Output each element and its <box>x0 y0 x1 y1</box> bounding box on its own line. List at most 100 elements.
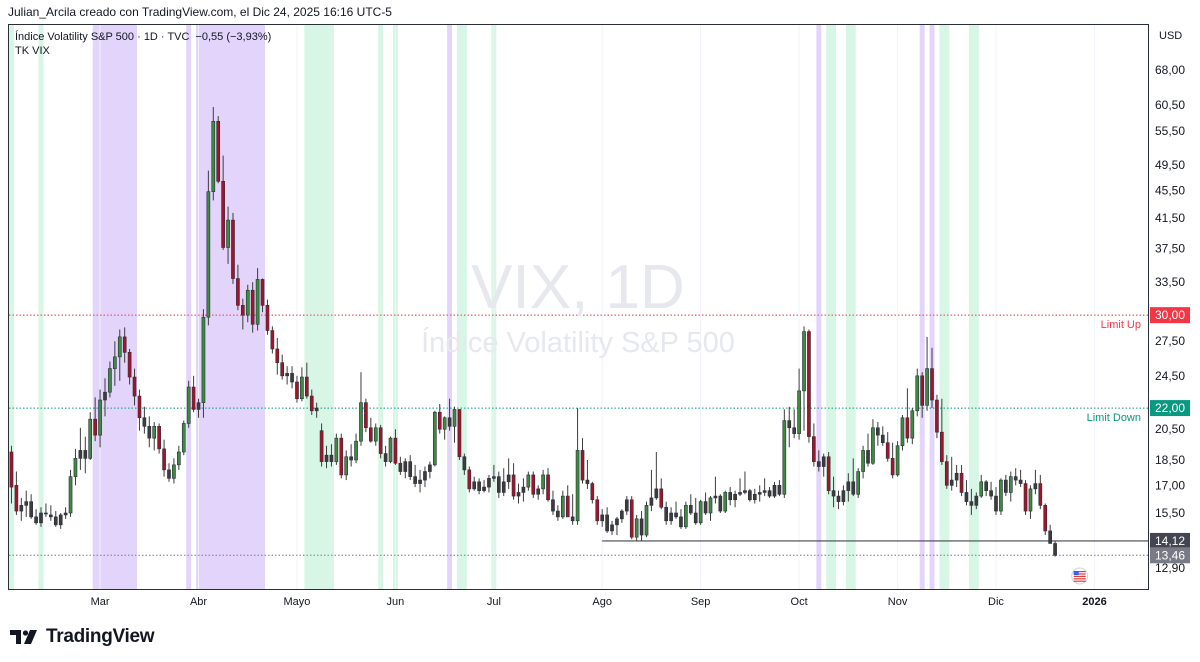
purple-band <box>186 25 192 589</box>
tradingview-brand[interactable]: TradingView <box>10 626 155 648</box>
candle-body <box>127 352 132 378</box>
candle <box>831 476 836 508</box>
candle-body <box>1028 488 1033 512</box>
candle <box>629 496 634 540</box>
currency-label[interactable]: USD <box>1159 30 1183 42</box>
candle-body <box>364 402 368 429</box>
candle <box>654 451 659 500</box>
candle-body <box>511 474 516 497</box>
candle <box>733 490 737 508</box>
candle <box>285 366 289 385</box>
candle-body <box>757 492 762 495</box>
candle <box>354 433 358 464</box>
candle <box>216 116 221 184</box>
candle <box>359 372 363 446</box>
candle <box>856 468 860 498</box>
candle <box>501 468 506 497</box>
y-tick-label: 17,00 <box>1155 478 1185 492</box>
candle-body <box>871 427 875 464</box>
candle-body <box>250 289 255 325</box>
candle <box>748 488 752 502</box>
candle <box>1028 485 1033 519</box>
candle-body <box>245 289 250 316</box>
candle <box>275 337 280 375</box>
candle-body <box>1043 505 1048 532</box>
candle <box>974 492 979 510</box>
candle <box>428 461 432 479</box>
tradingview-logo-icon <box>10 630 37 644</box>
candle-body <box>610 524 614 532</box>
candle-body <box>492 476 496 479</box>
candle <box>610 520 614 536</box>
candle-body <box>172 464 176 479</box>
candle-body <box>605 514 609 532</box>
candle-body <box>226 219 230 248</box>
candle-body <box>270 330 275 350</box>
candle <box>201 309 206 418</box>
candle-body <box>836 495 841 502</box>
candle-body <box>122 336 127 353</box>
candle <box>162 439 166 477</box>
candle-body <box>403 461 408 472</box>
candle <box>314 402 319 418</box>
candle-body <box>974 495 979 506</box>
candle-body <box>698 501 703 524</box>
candle-body <box>629 499 634 538</box>
candle-body <box>964 492 969 502</box>
candle <box>295 375 299 403</box>
candle <box>718 494 723 513</box>
candle-body <box>752 493 757 501</box>
candle-body <box>83 450 88 459</box>
y-tick-label: 20,50 <box>1155 422 1185 436</box>
candle <box>167 463 171 482</box>
candle <box>693 497 698 525</box>
candle-body <box>255 279 260 325</box>
candle-body <box>826 456 831 491</box>
symbol-label[interactable]: Índice Volatility S&P 500 · 1D · TVC <box>15 31 190 43</box>
brand-name: TradingView <box>46 626 155 647</box>
candle <box>373 423 378 446</box>
candle <box>137 389 142 431</box>
candle <box>1004 474 1008 497</box>
candle <box>334 433 339 465</box>
candle-body <box>221 180 225 248</box>
candle <box>984 480 988 497</box>
candle-body <box>472 481 477 490</box>
candle <box>147 416 152 448</box>
green-band <box>38 25 44 589</box>
candle <box>511 463 516 500</box>
candle-body <box>1053 543 1057 556</box>
candle <box>556 505 560 521</box>
candle-body <box>9 451 14 488</box>
candle-body <box>674 512 678 518</box>
candle <box>472 476 477 491</box>
candle <box>738 478 742 497</box>
candle-body <box>63 512 68 516</box>
candle-body <box>265 305 270 331</box>
candle-body <box>113 356 117 369</box>
candle-body <box>797 390 801 434</box>
candle <box>521 478 526 502</box>
y-tick-label: 68,00 <box>1155 63 1185 77</box>
candle <box>280 354 285 380</box>
candle <box>231 212 235 284</box>
candle-body <box>428 464 432 472</box>
level-tag: 22,00 <box>1155 401 1185 415</box>
candle-body <box>44 512 48 515</box>
candle-body <box>885 442 890 459</box>
candle-body <box>137 395 142 419</box>
candle-body <box>354 440 358 461</box>
candle <box>1053 541 1057 557</box>
candle <box>442 416 447 440</box>
candle <box>88 412 93 460</box>
candle <box>329 444 334 467</box>
y-tick-label: 55,50 <box>1155 124 1185 138</box>
candle <box>1023 480 1028 515</box>
candle <box>132 368 137 406</box>
candle <box>920 372 924 418</box>
indicator-label[interactable]: TK VIX <box>15 45 50 57</box>
candle <box>265 299 270 335</box>
candle <box>78 427 83 470</box>
candle-body <box>462 456 467 471</box>
